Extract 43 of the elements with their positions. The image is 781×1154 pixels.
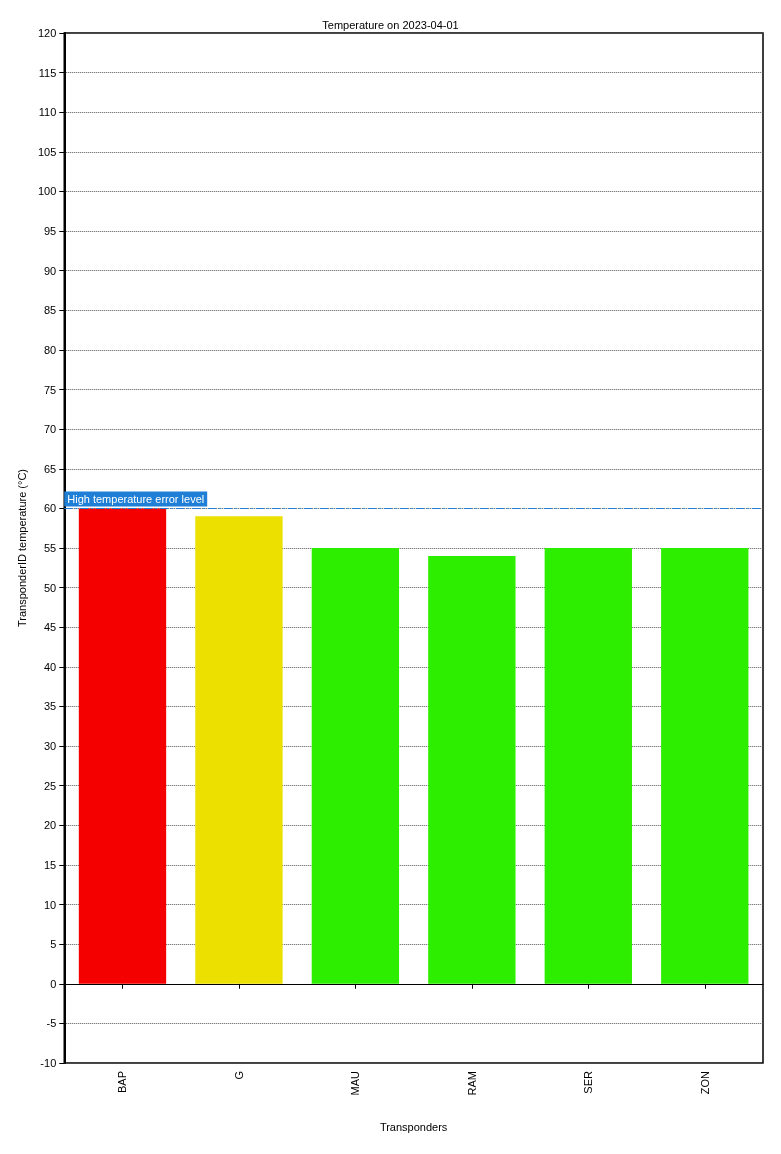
x-tick-label: ZON [698, 1070, 711, 1095]
y-tick-label: 25 [44, 779, 57, 792]
y-tick-label: -5 [46, 1017, 57, 1030]
y-tick-label: 35 [44, 700, 57, 713]
y-tick-label: 45 [44, 621, 57, 634]
y-tick-label: 5 [50, 938, 57, 951]
y-tick-label: 80 [44, 343, 57, 356]
bar [544, 548, 632, 984]
x-tick-label: G [232, 1071, 245, 1080]
y-tick-label: 75 [44, 383, 57, 396]
bar [661, 548, 749, 984]
x-tick-label: BAP [116, 1071, 129, 1094]
bar [195, 516, 283, 984]
x-tick-label: RAM [465, 1071, 478, 1096]
y-tick-label: 100 [37, 185, 57, 198]
y-tick-label: 20 [44, 819, 57, 832]
x-tick-label: MAU [349, 1070, 362, 1096]
y-tick-label: 0 [50, 977, 57, 990]
y-tick-label: 85 [44, 304, 57, 317]
bar [428, 555, 516, 984]
y-tick-label: 95 [44, 225, 57, 238]
y-axis-title: TransponderID temperature (°C) [15, 468, 28, 628]
y-tick-label: 120 [37, 27, 57, 39]
y-tick-label: 60 [44, 502, 57, 515]
x-axis-title: Transponders [379, 1120, 448, 1133]
y-tick-label: 50 [44, 581, 57, 594]
y-tick-label: 40 [44, 660, 57, 673]
y-tick-label: 65 [44, 462, 57, 475]
y-tick-label: 30 [44, 740, 57, 753]
y-tick-label: 70 [44, 423, 57, 436]
x-tick-label: SER [582, 1070, 595, 1094]
bar [78, 508, 167, 984]
ref-line-label: High temperature error level [67, 492, 205, 505]
y-tick-label: 55 [44, 542, 57, 554]
y-tick-label: 110 [38, 106, 57, 119]
y-tick-label: 90 [44, 264, 57, 277]
y-tick-label: 115 [38, 66, 57, 79]
y-tick-label: 10 [44, 898, 57, 911]
chart-title: Temperature on 2023-04-01 [322, 18, 459, 31]
bar [311, 548, 400, 984]
y-tick-label: -10 [40, 1057, 57, 1069]
y-tick-label: 105 [37, 145, 57, 158]
y-tick-label: 15 [44, 858, 57, 871]
